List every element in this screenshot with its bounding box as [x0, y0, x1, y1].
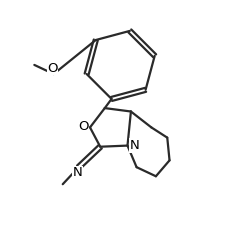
Text: O: O [78, 121, 88, 133]
Text: O: O [47, 62, 57, 75]
Text: N: N [72, 166, 82, 179]
Text: N: N [129, 139, 139, 152]
